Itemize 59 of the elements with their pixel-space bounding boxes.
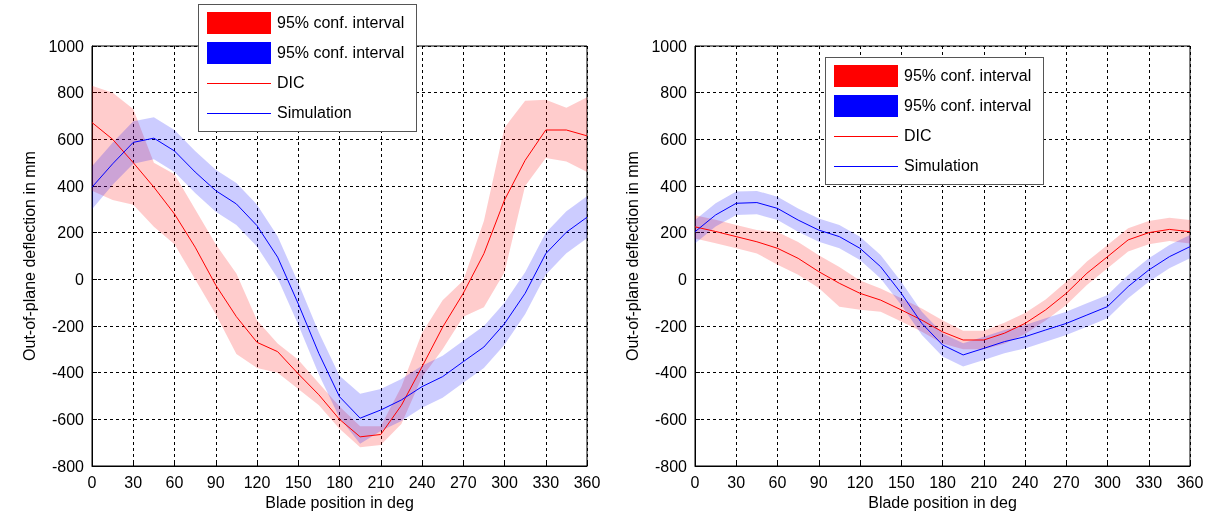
x-tick-label: 60 bbox=[768, 473, 787, 491]
legend-label: Simulation bbox=[904, 157, 979, 175]
y-tick-label: 800 bbox=[57, 84, 85, 102]
x-tick-label: 360 bbox=[1176, 473, 1204, 491]
y-tick-label: 1000 bbox=[48, 37, 85, 55]
line-series bbox=[694, 226, 1191, 341]
x-tick-label: 240 bbox=[1011, 473, 1039, 491]
y-tick-label: 1000 bbox=[651, 37, 688, 55]
y-tick-label: -800 bbox=[654, 457, 688, 475]
x-tick-label: 90 bbox=[809, 473, 828, 491]
x-tick-label: 30 bbox=[727, 473, 746, 491]
y-tick-label: 400 bbox=[57, 177, 85, 195]
x-tick-label: 120 bbox=[243, 473, 271, 491]
x-tick-label: 240 bbox=[408, 473, 436, 491]
y-tick-label: 800 bbox=[660, 84, 688, 102]
text: 95% conf. interval bbox=[277, 14, 405, 32]
legend-label: Simulation bbox=[277, 104, 352, 122]
x-tick-label: 330 bbox=[1135, 473, 1163, 491]
x-axis-title: Blade position in deg bbox=[868, 494, 1017, 512]
y-tick-label: 200 bbox=[57, 224, 85, 242]
y-tick-label: 400 bbox=[660, 177, 688, 195]
x-tick-label: 360 bbox=[573, 473, 601, 491]
x-tick-label: 210 bbox=[367, 473, 395, 491]
x-tick-label: 210 bbox=[970, 473, 998, 491]
x-tick-label: 270 bbox=[1052, 473, 1080, 491]
x-tick-label: 300 bbox=[491, 473, 518, 491]
annotation: 95% conf. interval bbox=[277, 44, 405, 62]
y-tick-label: -200 bbox=[51, 317, 85, 335]
y-tick-label: -600 bbox=[654, 410, 688, 428]
x-tick-label: 0 bbox=[690, 473, 700, 491]
legend-label: DIC bbox=[277, 74, 305, 92]
y-tick-label: 0 bbox=[75, 270, 85, 288]
y-tick-label: -600 bbox=[51, 410, 85, 428]
x-tick-label: 180 bbox=[929, 473, 956, 491]
x-tick-label: 30 bbox=[124, 473, 143, 491]
y-tick-label: -200 bbox=[654, 317, 688, 335]
annotation: 95% conf. interval bbox=[904, 97, 1032, 115]
y-tick-label: 600 bbox=[660, 130, 688, 148]
y-tick-label: 0 bbox=[678, 270, 688, 288]
x-tick-label: 180 bbox=[326, 473, 353, 491]
x-tick-label: 270 bbox=[449, 473, 477, 491]
x-tick-label: 60 bbox=[165, 473, 184, 491]
legend-label: DIC bbox=[904, 127, 932, 145]
y-tick-label: -400 bbox=[51, 364, 85, 382]
x-tick-label: 300 bbox=[1094, 473, 1121, 491]
y-tick-label: 600 bbox=[57, 130, 85, 148]
y-tick-label: -800 bbox=[51, 457, 85, 475]
x-tick-label: 150 bbox=[887, 473, 915, 491]
y-tick-label: 200 bbox=[660, 224, 688, 242]
x-axis-title: Blade position in deg bbox=[265, 494, 414, 512]
y-axis-title: Out-of-plane deflection in mm bbox=[21, 151, 39, 361]
y-tick-label: -400 bbox=[654, 364, 688, 382]
x-tick-label: 330 bbox=[532, 473, 560, 491]
x-tick-label: 120 bbox=[846, 473, 874, 491]
annotation: 95% conf. interval bbox=[904, 67, 1032, 85]
x-tick-label: 150 bbox=[284, 473, 312, 491]
x-tick-label: 90 bbox=[206, 473, 225, 491]
x-tick-label: 0 bbox=[87, 473, 97, 491]
y-axis-title: Out-of-plane deflection in mm bbox=[624, 151, 642, 361]
